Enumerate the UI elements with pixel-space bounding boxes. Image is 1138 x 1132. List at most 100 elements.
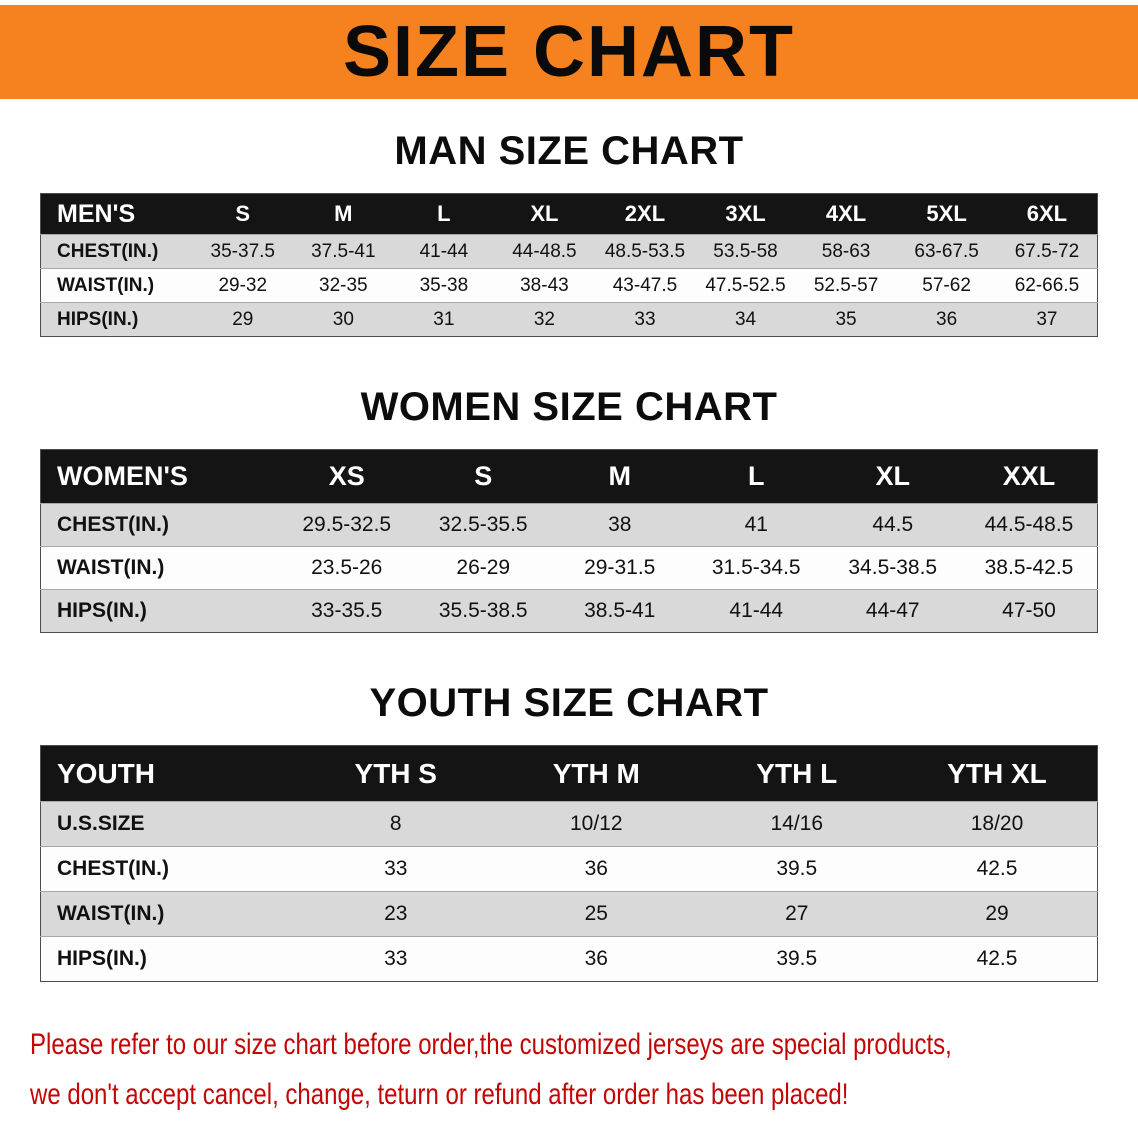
measurement-value: 29-32 — [218, 274, 268, 296]
measurement-value: 30 — [332, 308, 354, 330]
measurement-label: CHEST(IN.) — [57, 240, 159, 262]
group-label: WOMEN'S — [40, 449, 279, 504]
measurement-value: 29 — [232, 308, 254, 330]
measurement-value: 58-63 — [821, 240, 871, 262]
measurement-label: HIPS(IN.) — [57, 599, 147, 622]
size-column-header: 5XL — [896, 193, 997, 235]
measurement-value: 43-47.5 — [612, 274, 678, 296]
size-column-header: XL — [824, 449, 961, 504]
size-column-header: 4XL — [795, 193, 897, 235]
measurement-value: 44.5-48.5 — [984, 513, 1074, 536]
title-banner: SIZE CHART — [0, 5, 1138, 99]
measurement-value: 29.5-32.5 — [302, 513, 392, 536]
disclaimer-line-1: Please refer to our size chart before or… — [30, 1028, 952, 1061]
measurement-value: 35-37.5 — [210, 240, 275, 262]
men-size-heading: MAN SIZE CHART — [394, 129, 744, 173]
disclaimer-note: Please refer to our size chart before or… — [30, 1020, 1118, 1120]
disclaimer-line-2: we don't accept cancel, change, teturn o… — [30, 1078, 849, 1111]
men-size-table: MEN'S S M L XL 2XL 3XL 4XL 5XL 6XL CHEST(IN.) 35-37… — [40, 193, 1098, 337]
measurement-row: U.S.SIZE 8 10/12 14/16 18/20 — [40, 801, 1098, 847]
measurement-value: 33 — [384, 947, 408, 970]
measurement-label: U.S.SIZE — [57, 812, 145, 835]
measurement-label: WAIST(IN.) — [57, 274, 155, 296]
measurement-label: HIPS(IN.) — [57, 308, 139, 330]
measurement-row: HIPS(IN.) 33 36 39.5 42.5 — [40, 936, 1098, 982]
measurement-value: 47-50 — [1002, 599, 1056, 622]
measurement-value: 37 — [1036, 308, 1058, 330]
size-column-header: YTH M — [496, 745, 697, 802]
size-column-header: M — [293, 193, 394, 235]
measurement-value: 39.5 — [776, 857, 818, 880]
measurement-row: CHEST(IN.) 29.5-32.5 32.5-35.5 38 41 44.5 44.5… — [40, 503, 1098, 547]
measurement-value: 31.5-34.5 — [711, 556, 801, 579]
measurement-value: 52.5-57 — [813, 274, 879, 296]
measurement-value: 33 — [634, 308, 656, 330]
measurement-value: 44.5 — [872, 513, 914, 536]
group-label: MEN'S — [40, 193, 193, 235]
size-column-header: YTH L — [696, 745, 897, 802]
size-column-header: S — [415, 449, 552, 504]
measurement-value: 23.5-26 — [311, 556, 383, 579]
measurement-label: CHEST(IN.) — [57, 513, 169, 536]
measurement-value: 32.5-35.5 — [438, 513, 528, 536]
measurement-value: 31 — [433, 308, 455, 330]
size-column-header: L — [688, 449, 825, 504]
measurement-row: WAIST(IN.) 23 25 27 29 — [40, 891, 1098, 937]
size-column-header: S — [192, 193, 294, 235]
measurement-value: 62-66.5 — [1014, 274, 1080, 296]
men-size-section: MAN SIZE CHART MEN'S S M L XL 2XL 3XL 4XL 5XL 6XL… — [0, 129, 1138, 337]
measurement-value: 44-48.5 — [512, 240, 577, 262]
measurement-value: 34.5-38.5 — [848, 556, 938, 579]
measurement-value: 38-43 — [520, 274, 569, 296]
measurement-value: 38.5-42.5 — [984, 556, 1074, 579]
measurement-value: 32 — [533, 308, 555, 330]
page-title: SIZE CHART — [343, 12, 795, 92]
measurement-row: CHEST(IN.) 35-37.5 37.5-41 41-44 44-48.5 48.5… — [40, 234, 1098, 269]
group-label: YOUTH — [40, 745, 296, 802]
measurement-value: 41 — [744, 513, 768, 536]
measurement-value: 23 — [384, 902, 408, 925]
measurement-row: HIPS(IN.) 29 30 31 32 33 34 35 36 37 — [40, 302, 1098, 337]
size-column-header: XXL — [961, 449, 1098, 504]
measurement-label: WAIST(IN.) — [57, 556, 165, 579]
measurement-label: CHEST(IN.) — [57, 857, 169, 880]
measurement-row: HIPS(IN.) 33-35.5 35.5-38.5 38.5-41 41-44 44-… — [40, 589, 1098, 633]
measurement-value: 26-29 — [456, 556, 511, 579]
measurement-value: 63-67.5 — [914, 240, 979, 262]
measurement-value: 29-31.5 — [584, 556, 656, 579]
measurement-value: 57-62 — [922, 274, 971, 296]
measurement-value: 10/12 — [569, 812, 623, 835]
measurement-row: CHEST(IN.) 33 36 39.5 42.5 — [40, 846, 1098, 892]
measurement-value: 41-44 — [729, 599, 784, 622]
measurement-value: 38 — [608, 513, 632, 536]
measurement-value: 29 — [985, 902, 1009, 925]
size-column-header: YTH XL — [897, 745, 1098, 802]
measurement-row: WAIST(IN.) 29-32 32-35 35-38 38-43 43-47.5 47.… — [40, 268, 1098, 303]
measurement-value: 44-47 — [865, 599, 920, 622]
women-size-section: WOMEN SIZE CHART WOMEN'S XS S M L XL XXL CHEST(… — [0, 385, 1138, 633]
header-row: YOUTH YTH S YTH M YTH L YTH XL — [40, 745, 1098, 802]
size-column-header: L — [393, 193, 495, 235]
measurement-row: WAIST(IN.) 23.5-26 26-29 29-31.5 31.5-34.5 34… — [40, 546, 1098, 590]
measurement-value: 42.5 — [976, 857, 1018, 880]
measurement-value: 38.5-41 — [584, 599, 656, 622]
women-size-table: WOMEN'S XS S M L XL XXL CHEST(IN.) 29.5-32.5 32.5… — [40, 449, 1098, 633]
measurement-value: 42.5 — [976, 947, 1018, 970]
measurement-label: WAIST(IN.) — [57, 902, 165, 925]
measurement-value: 35.5-38.5 — [438, 599, 528, 622]
measurement-value: 36 — [936, 308, 958, 330]
size-column-header: YTH S — [295, 745, 496, 802]
header-row: MEN'S S M L XL 2XL 3XL 4XL 5XL 6XL — [40, 193, 1098, 235]
measurement-value: 33 — [384, 857, 408, 880]
measurement-value: 8 — [389, 812, 402, 835]
measurement-value: 35-38 — [419, 274, 469, 296]
size-column-header: 6XL — [996, 193, 1098, 235]
measurement-value: 53.5-58 — [713, 240, 778, 262]
youth-size-heading: YOUTH SIZE CHART — [369, 681, 769, 725]
size-column-header: 3XL — [695, 193, 796, 235]
size-column-header: 2XL — [594, 193, 696, 235]
measurement-value: 47.5-52.5 — [705, 274, 786, 296]
measurement-label: HIPS(IN.) — [57, 947, 147, 970]
measurement-value: 27 — [785, 902, 809, 925]
